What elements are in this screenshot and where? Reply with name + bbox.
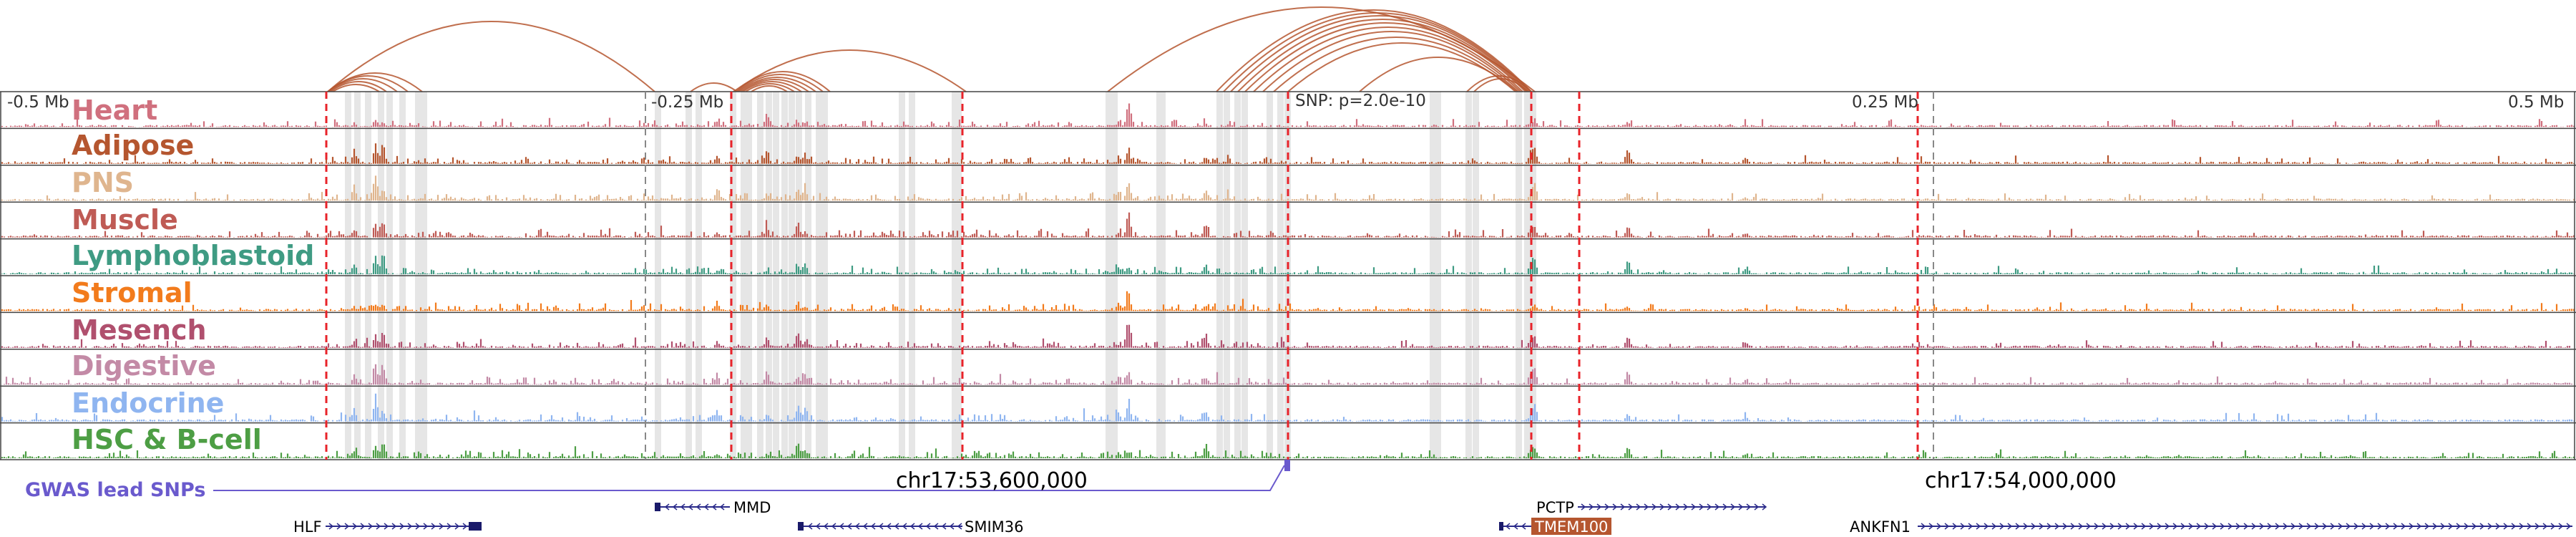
track-label-mesench: Mesench [72,314,207,346]
track-label-stromal: Stromal [72,277,192,309]
loop-arc [327,21,655,92]
loop-arc [1216,9,1532,92]
coordinate-label-right: chr17:54,000,000 [1925,468,2117,493]
scale-center-label: SNP: p=2.0e-10 [1295,92,1426,110]
track-signal-6 [1,291,2575,311]
loop-arc [733,49,967,92]
track-signal-5 [1,255,2575,274]
loop-arc [1262,31,1521,92]
loop-arc [1237,19,1528,92]
track-signals [1,103,2575,458]
loop-arc [735,71,831,92]
gwas-lead-snps-label: GWAS lead SNPs [25,479,205,501]
loop-arc [330,81,387,92]
track-signal-3 [1,175,2575,201]
gene-ankfn1: ANKFN1 [1850,518,2572,536]
gene-label-mmd: MMD [733,499,771,516]
loop-arc [1273,37,1519,92]
track-labels: Heart Adipose PNS Muscle Lymphoblastoid … [72,95,314,455]
track-signal-1 [1,103,2575,127]
gene-label-hlf: HLF [293,518,322,536]
coordinate-label-left: chr17:53,600,000 [896,468,1088,493]
track-signal-7 [1,324,2575,348]
loop-arc [1473,78,1528,92]
gwas-connector-line [213,465,1285,491]
gene-mmd: MMD [655,499,771,516]
track-label-pns: PNS [72,167,134,198]
gene-label-ankfn1: ANKFN1 [1850,518,1911,536]
gene-hlf: HLF [293,518,482,536]
loop-arc [742,81,802,92]
gwas-snp-marker [1284,460,1290,471]
scale-mid-right-label: 0.25 Mb [1852,93,1918,112]
loop-arc [1223,12,1531,92]
track-label-endocrine: Endocrine [72,387,224,419]
track-label-heart: Heart [72,95,157,126]
loop-arc [1253,26,1523,92]
loop-arc [738,77,816,92]
loop-arc [745,83,795,92]
track-signal-2 [1,143,2575,164]
gene-tmem100: TMEM100 [1499,518,1611,536]
chromatin-loop-arcs [327,6,1536,92]
loop-arc [751,85,788,92]
gene-annotations: MMD HLF SMIM36 PCTP TMEM100 [293,499,2572,536]
track-signal-9 [1,393,2575,422]
loop-arc [1244,22,1526,92]
track-label-hsc-b-cell: HSC & B-cell [72,424,262,455]
gene-smim36: SMIM36 [798,518,1023,536]
loop-arc [1466,75,1532,92]
gene-label-pctp: PCTP [1536,499,1574,516]
gene-pctp: PCTP [1536,499,1767,516]
scale-right-label: 0.5 Mb [2508,93,2564,112]
loop-arc [740,79,809,92]
loop-arc [1230,15,1529,92]
track-signal-10 [1,443,2575,458]
loop-arc [736,74,824,92]
track-signal-4 [1,212,2575,238]
track-label-muscle: Muscle [72,204,178,236]
loop-arc [328,78,398,92]
loop-arc [327,75,409,92]
track-label-adipose: Adipose [72,130,194,161]
snp-dashed-lines [325,92,1934,460]
gene-label-smim36: SMIM36 [965,518,1023,536]
scale-left-label: -0.5 Mb [7,93,69,112]
gene-label-tmem100: TMEM100 [1534,518,1608,536]
track-label-digestive: Digestive [72,350,216,382]
track-signal-8 [1,364,2575,385]
loop-arc [332,84,380,92]
tmem100-highlight-box [1531,518,1611,535]
loop-arc [690,82,738,92]
scale-mid-left-label: -0.25 Mb [651,93,723,112]
track-label-lymphoblastoid: Lymphoblastoid [72,240,314,271]
